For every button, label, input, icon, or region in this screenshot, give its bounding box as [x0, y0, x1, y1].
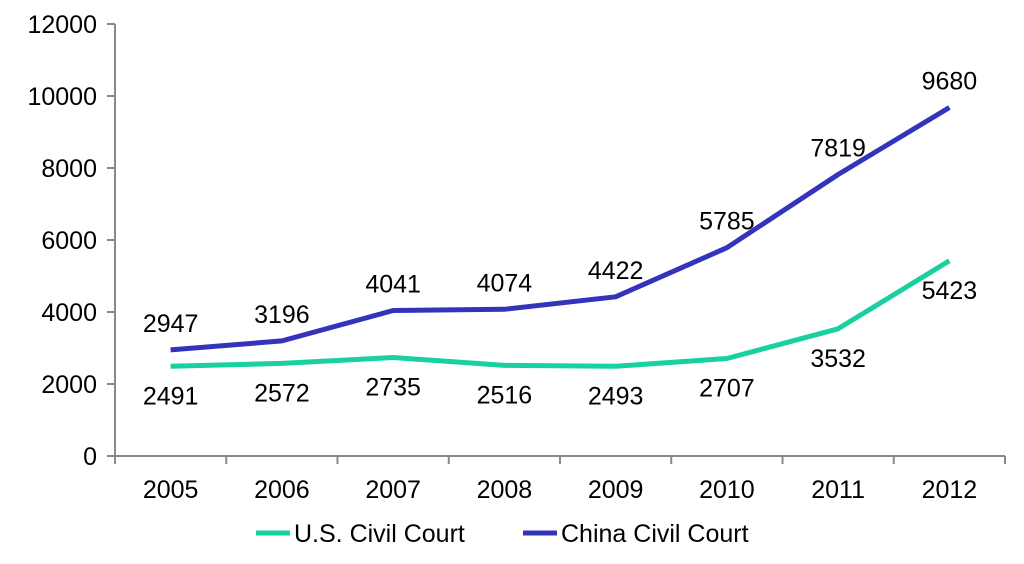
- x-tick-label: 2006: [254, 476, 310, 504]
- data-label: 3196: [254, 301, 310, 329]
- y-tick-label: 0: [83, 443, 97, 471]
- data-label: 4041: [365, 271, 421, 299]
- data-label: 4422: [588, 257, 644, 285]
- y-tick-label: 2000: [41, 371, 97, 399]
- axes: 0 2000 4000 6000 8000 10000 12000 2005 2006 2007 2…: [27, 11, 1006, 504]
- data-label: 2947: [143, 310, 199, 338]
- y-tick-label: 4000: [41, 299, 97, 327]
- legend: U.S. Civil Court China Civil Court: [256, 520, 749, 548]
- data-label: 2516: [477, 381, 533, 409]
- x-tick-label: 2010: [699, 476, 755, 504]
- x-tick-label: 2008: [477, 476, 533, 504]
- data-label: 2491: [143, 382, 199, 410]
- y-tick-label: 8000: [41, 155, 97, 183]
- series-line-0: [170, 258, 951, 369]
- y-tick-label: 12000: [27, 11, 97, 39]
- y-tick-label: 10000: [27, 83, 97, 111]
- data-label: 2735: [365, 374, 421, 402]
- data-label: 4074: [477, 269, 533, 297]
- data-label: 5785: [699, 208, 755, 236]
- series-line-1: [170, 105, 951, 353]
- data-label: 2572: [254, 379, 310, 407]
- data-label: 9680: [922, 68, 978, 96]
- series-layer: [170, 105, 951, 369]
- legend-label-0: U.S. Civil Court: [294, 520, 465, 548]
- legend-label-1: China Civil Court: [561, 520, 749, 548]
- data-label: 3532: [810, 345, 866, 373]
- data-label: 5423: [922, 277, 978, 305]
- y-tick-label: 6000: [41, 227, 97, 255]
- x-tick-label: 2012: [922, 476, 978, 504]
- data-labels: 2491 2572 2735 2516 2493 2707 3532 5423 2947 3196…: [143, 68, 977, 411]
- x-tick-label: 2007: [365, 476, 421, 504]
- x-tick-label: 2009: [588, 476, 644, 504]
- x-tick-label: 2011: [811, 476, 865, 504]
- data-label: 7819: [810, 135, 866, 163]
- x-tick-label: 2005: [143, 476, 199, 504]
- data-label: 2493: [588, 382, 644, 410]
- data-label: 2707: [699, 375, 755, 403]
